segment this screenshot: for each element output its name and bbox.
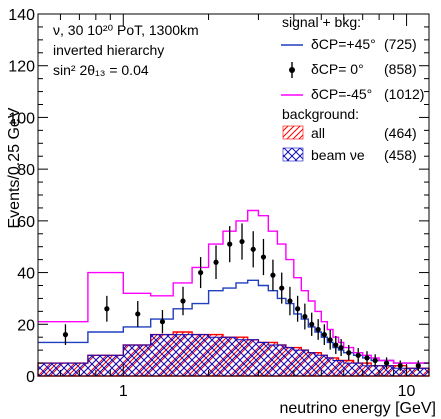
data-point (159, 319, 166, 325)
data-point (397, 363, 403, 369)
annotation-exposure: ν, 30 10²⁰ PoT, 1300km (53, 22, 199, 38)
data-point (62, 332, 69, 338)
data-point (180, 298, 186, 304)
legend-swatch-beam (282, 147, 304, 162)
data-point (198, 269, 204, 276)
histogram-layer (37, 209, 430, 377)
data-point (315, 326, 321, 333)
y-tick-label: 100 (8, 110, 35, 127)
y-tick-label: 60 (17, 214, 35, 231)
annotation-hierarchy: inverted hierarchy (53, 42, 164, 58)
x-tick-label: 10 (398, 383, 416, 400)
y-tick-label: 20 (17, 317, 35, 334)
data-point (227, 241, 233, 247)
data-point (346, 350, 352, 356)
data-point (287, 298, 293, 304)
annotation-mixing: sin² 2θ₁₃ = 0.04 (53, 62, 149, 78)
data-point (415, 363, 421, 369)
legend: signal + bkg: δCP=+45° (725) δCP= 0° (85… (281, 14, 424, 163)
legend-label-zero: δCP= 0° (311, 61, 364, 77)
data-point (213, 259, 219, 265)
data-point (104, 306, 110, 312)
data-points-layer (62, 223, 421, 371)
data-point (260, 254, 267, 260)
data-point (302, 313, 308, 320)
histogram-background-beam (37, 334, 430, 377)
data-point (364, 355, 370, 361)
data-point (309, 321, 315, 327)
y-tick-label: 80 (17, 162, 35, 179)
data-point (295, 306, 301, 312)
data-point (279, 285, 285, 291)
legend-count-all: (464) (384, 125, 417, 141)
histogram-signal-minus45 (38, 209, 429, 364)
legend-label-beam: beam νe (311, 147, 365, 163)
data-point (321, 332, 327, 338)
data-point (383, 360, 390, 366)
data-point (333, 342, 339, 348)
data-point (270, 272, 276, 278)
legend-label-minus45: δCP=-45° (311, 86, 372, 102)
data-point (355, 352, 361, 358)
legend-swatch-zero-marker (289, 67, 295, 73)
legend-count-plus45: (725) (384, 36, 417, 52)
data-point (250, 246, 256, 252)
legend-count-minus45: (1012) (384, 86, 424, 102)
x-tick-label: 1 (119, 383, 128, 400)
data-point (372, 357, 378, 364)
data-point (327, 337, 333, 343)
legend-label-all: all (311, 125, 325, 141)
legend-signal-header: signal + bkg: (282, 14, 361, 30)
legend-swatch-all (282, 125, 304, 140)
y-axis-label: Events/0.25 GeV (6, 107, 23, 228)
y-tick-label: 40 (17, 266, 35, 283)
y-tick-label: 140 (8, 7, 35, 24)
legend-count-beam: (458) (384, 147, 417, 163)
axes-layer: 0 20 40 60 80 100 120 140 1 10 (8, 7, 429, 400)
data-point (338, 344, 344, 351)
x-axis-label: neutrino energy [GeV] (279, 400, 436, 417)
legend-background-header: background: (282, 106, 359, 122)
legend-count-zero: (858) (384, 61, 417, 77)
histogram-signal-plus45 (38, 279, 429, 364)
legend-label-plus45: δCP=+45° (311, 36, 376, 52)
data-point (239, 238, 245, 245)
data-point (135, 311, 141, 317)
y-tick-label: 120 (8, 59, 35, 76)
y-tick-label: 0 (26, 369, 35, 386)
